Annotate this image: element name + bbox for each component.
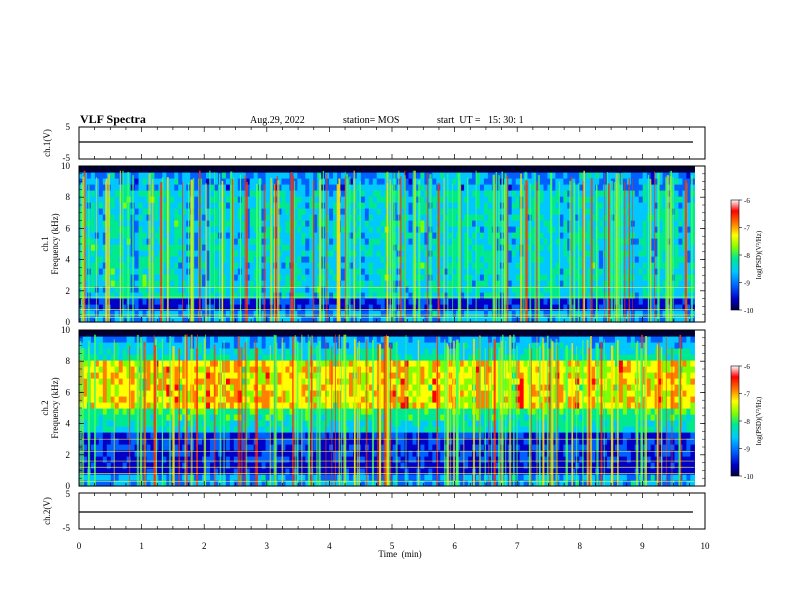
y-tick-label: 10 — [61, 161, 71, 171]
x-tick-label: 0 — [77, 541, 82, 551]
ch1-wave-ylabel: ch.1(V) — [42, 129, 52, 157]
x-tick-label: 3 — [265, 541, 270, 551]
y-tick-label: 4 — [66, 419, 71, 429]
x-tick-label: 5 — [390, 541, 395, 551]
colorbar-tick-label: -9 — [744, 446, 750, 454]
y-tick-label: 0 — [66, 317, 71, 327]
colorbar-tick-label: -7 — [744, 225, 750, 233]
colorbar-tick-label: -10 — [744, 473, 754, 481]
y-tick-label: 10 — [61, 325, 71, 335]
x-tick-label: 10 — [701, 541, 711, 551]
ch1-wave-ytick-bottom: -5 — [63, 153, 71, 163]
y-tick-label: 8 — [66, 192, 71, 202]
ch2-wave-ytick-top: 5 — [66, 489, 71, 499]
ch2-spec-ylabel-channel: ch.2 — [40, 400, 50, 415]
y-tick-label: 4 — [66, 255, 71, 265]
colorbar — [730, 365, 740, 477]
ch2-spectrogram-panel: 0 2 4 6 8 10 ch.2 Frequency (kHz) — [40, 325, 706, 491]
x-tick-label: 9 — [640, 541, 645, 551]
y-tick-label: 0 — [66, 481, 71, 491]
colorbar — [730, 199, 740, 311]
colorbar-tick-label: -7 — [744, 391, 750, 399]
y-tick-label: 6 — [66, 387, 71, 397]
header-station: station= MOS — [343, 115, 399, 126]
colorbar-tick-label: -6 — [744, 363, 750, 371]
ch2-waveform-panel: 5 -5 ch.2(V) — [42, 489, 706, 533]
x-tick-label: 2 — [202, 541, 207, 551]
x-tick-label: 4 — [327, 541, 332, 551]
x-axis-label: Time (min) — [378, 549, 421, 559]
header-date: Aug.29, 2022 — [250, 115, 305, 126]
ch2-spec-ylabel: Frequency (kHz) — [50, 377, 60, 438]
colorbar-label: log(PSD)(V²/Hz) — [755, 396, 763, 445]
x-tick-label: 8 — [578, 541, 583, 551]
colorbar-tick-label: -9 — [744, 280, 750, 288]
ch2-wave-ylabel: ch.2(V) — [42, 497, 52, 525]
ch2-wave-ytick-bottom: -5 — [63, 523, 71, 533]
colorbar-tick-label: -10 — [744, 307, 754, 315]
colorbar-tick-label: -6 — [744, 197, 750, 205]
figure-title: VLF Spectra — [80, 112, 146, 126]
x-tick-label: 7 — [515, 541, 520, 551]
ch1-spec-ylabel-channel: ch.1 — [40, 236, 50, 251]
ch1-spectrogram-panel: 0 2 4 6 8 10 ch.1 Frequency (kHz) — [40, 161, 706, 327]
ch1-spec-ylabel: Frequency (kHz) — [50, 213, 60, 274]
y-tick-label: 2 — [66, 450, 71, 460]
colorbar-tick-label: -8 — [744, 252, 750, 260]
y-tick-label: 8 — [66, 356, 71, 366]
ch1-waveform-panel: 5 -5 ch.1(V) — [42, 122, 706, 163]
y-tick-label: 6 — [66, 223, 71, 233]
colorbar-tick-label: -8 — [744, 418, 750, 426]
x-tick-label: 6 — [452, 541, 457, 551]
colorbar-label: log(PSD)(V²/Hz) — [755, 230, 763, 279]
ch1-wave-ytick-top: 5 — [66, 122, 71, 132]
x-tick-label: 1 — [139, 541, 144, 551]
y-tick-label: 2 — [66, 286, 71, 296]
header-start-ut: start UT = 15: 30: 1 — [437, 115, 524, 126]
